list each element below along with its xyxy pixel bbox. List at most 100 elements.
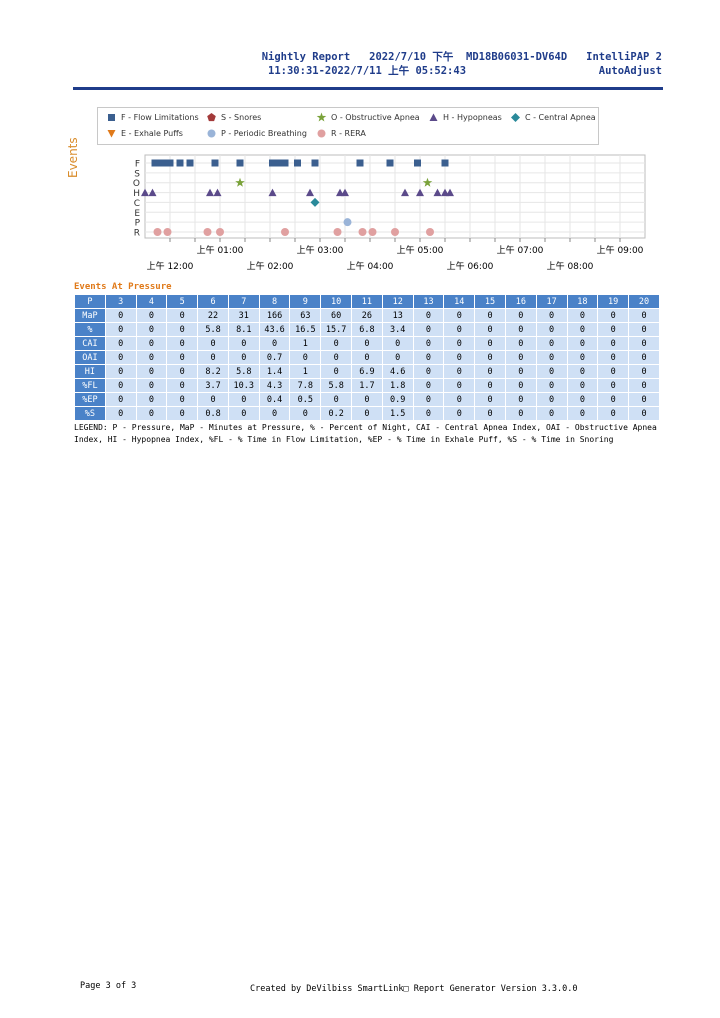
table-cell: 0 [443, 308, 476, 323]
table-row: %EP 0 0 0 0 0 0.4 0.5 0 0 0.9 0 0 0 0 0 0 0 0 [74, 392, 660, 407]
table-cell: 0 [412, 364, 445, 379]
table-cell: 0 [628, 406, 660, 421]
table-cell: 60 [320, 308, 353, 323]
row-header-cell: HI [74, 364, 106, 379]
row-header-cell: OAI [74, 350, 106, 365]
triangle-down-icon [107, 130, 116, 138]
table-cell: 0 [443, 364, 476, 379]
table-row: HI 0 0 0 8.2 5.8 1.4 1 0 6.9 4.6 0 0 0 0 0 0 0 0 [74, 364, 660, 379]
row-header-cell: CAI [74, 336, 106, 351]
event-marker-f [272, 159, 280, 167]
event-marker-r [216, 228, 224, 236]
table-cell: 6.9 [351, 364, 383, 379]
event-marker-f [386, 159, 394, 167]
event-marker-h [268, 188, 277, 197]
pressure-table: P 3 4 5 6 7 8 9 10 11 12 13 14 15 16 17 18 19 20 MaP 0 0 0 22 31… [74, 294, 660, 421]
row-header-cell: %S [74, 406, 106, 421]
table-cell: 0 [289, 406, 322, 421]
table-cell: 7.8 [289, 378, 322, 393]
header-cell: 4 [135, 294, 168, 309]
table-cell: 0 [566, 406, 599, 421]
table-cell: 0 [381, 336, 414, 351]
header-cell: 19 [597, 294, 630, 309]
table-cell: 0 [104, 406, 137, 421]
table-cell: 0 [504, 392, 537, 407]
table-cell: 0 [227, 392, 260, 407]
header-cell: 20 [628, 294, 660, 309]
event-marker-h [148, 188, 157, 197]
table-cell: 0 [166, 308, 199, 323]
table-cell: 4.6 [381, 364, 414, 379]
table-cell: 0 [104, 350, 137, 365]
table-cell: 0 [474, 392, 506, 407]
table-cell: 0 [135, 322, 168, 337]
page-number: Page 3 of 3 [80, 981, 137, 991]
y-tick-label: C [134, 199, 140, 209]
header-cell: 15 [474, 294, 506, 309]
chart-legend: F - Flow Limitations S - Snores O - Obstru… [97, 107, 599, 145]
table-cell: 0 [628, 308, 660, 323]
diamond-icon [511, 113, 520, 122]
legend-label: O - Obstructive Apnea [331, 113, 420, 122]
square-icon [108, 114, 115, 121]
table-cell: 0 [535, 364, 568, 379]
table-cell: 0 [227, 406, 260, 421]
table-cell: 0 [412, 378, 445, 393]
table-cell: 0 [628, 350, 660, 365]
event-marker-f [356, 159, 364, 167]
table-cell: 0 [104, 364, 137, 379]
triangle-up-icon [429, 113, 438, 121]
legend-label: F - Flow Limitations [121, 113, 199, 122]
table-cell: 6.8 [351, 322, 383, 337]
triangle-down-icon [107, 130, 116, 138]
table-cell: 0 [412, 308, 445, 323]
event-marker-f [162, 159, 170, 167]
table-cell: 0 [474, 378, 506, 393]
event-marker-h [336, 188, 344, 197]
table-cell: 0 [320, 364, 353, 379]
header-cell: 11 [351, 294, 383, 309]
table-cell: 0 [412, 322, 445, 337]
table-cell: 0 [597, 350, 630, 365]
event-marker-r [333, 228, 342, 236]
event-marker-f [276, 159, 284, 167]
table-cell: 0 [535, 378, 568, 393]
table-cell: 1 [289, 364, 322, 379]
table-cell: 0.7 [258, 350, 291, 365]
table-cell: 3.7 [197, 378, 229, 393]
table-cell: 0 [628, 364, 660, 379]
table-cell: 0 [443, 406, 476, 421]
table-cell: 0 [566, 322, 599, 337]
event-marker-h [141, 188, 149, 197]
table-cell: 0 [104, 336, 137, 351]
table-row: OAI 0 0 0 0 0 0.7 0 0 0 0 0 0 0 0 0 0 0 0 [74, 350, 660, 365]
table-cell: 0 [166, 378, 199, 393]
event-marker-o [422, 177, 433, 187]
x-tick-label: 上午 02:00 [247, 260, 294, 272]
table-cell: 0 [535, 336, 568, 351]
table-cell: 10.3 [227, 378, 260, 393]
legend-item: C - Central Apnea [510, 112, 596, 123]
table-cell: 0 [597, 322, 630, 337]
table-cell: 0 [535, 392, 568, 407]
x-tick-label: 上午 01:00 [197, 244, 244, 256]
event-marker-f [414, 159, 421, 167]
event-marker-f [151, 159, 159, 167]
header-cell: 9 [289, 294, 322, 309]
table-cell: 5.8 [227, 364, 260, 379]
table-cell: 0 [474, 350, 506, 365]
table-cell: 0 [351, 406, 383, 421]
x-tick-label: 上午 04:00 [347, 260, 394, 272]
event-marker-f [281, 159, 289, 167]
table-cell: 0 [566, 378, 599, 393]
table-cell: 26 [351, 308, 383, 323]
table-cell: 0 [443, 392, 476, 407]
table-cell: 0 [504, 336, 537, 351]
table-cell: 0 [227, 350, 260, 365]
table-cell: 0 [443, 378, 476, 393]
header-cell: 14 [443, 294, 476, 309]
report-header: Nightly Report 2022/7/10 下午 MD18B06031-D… [262, 50, 662, 78]
header-cell: 13 [412, 294, 445, 309]
event-marker-f [311, 159, 319, 167]
